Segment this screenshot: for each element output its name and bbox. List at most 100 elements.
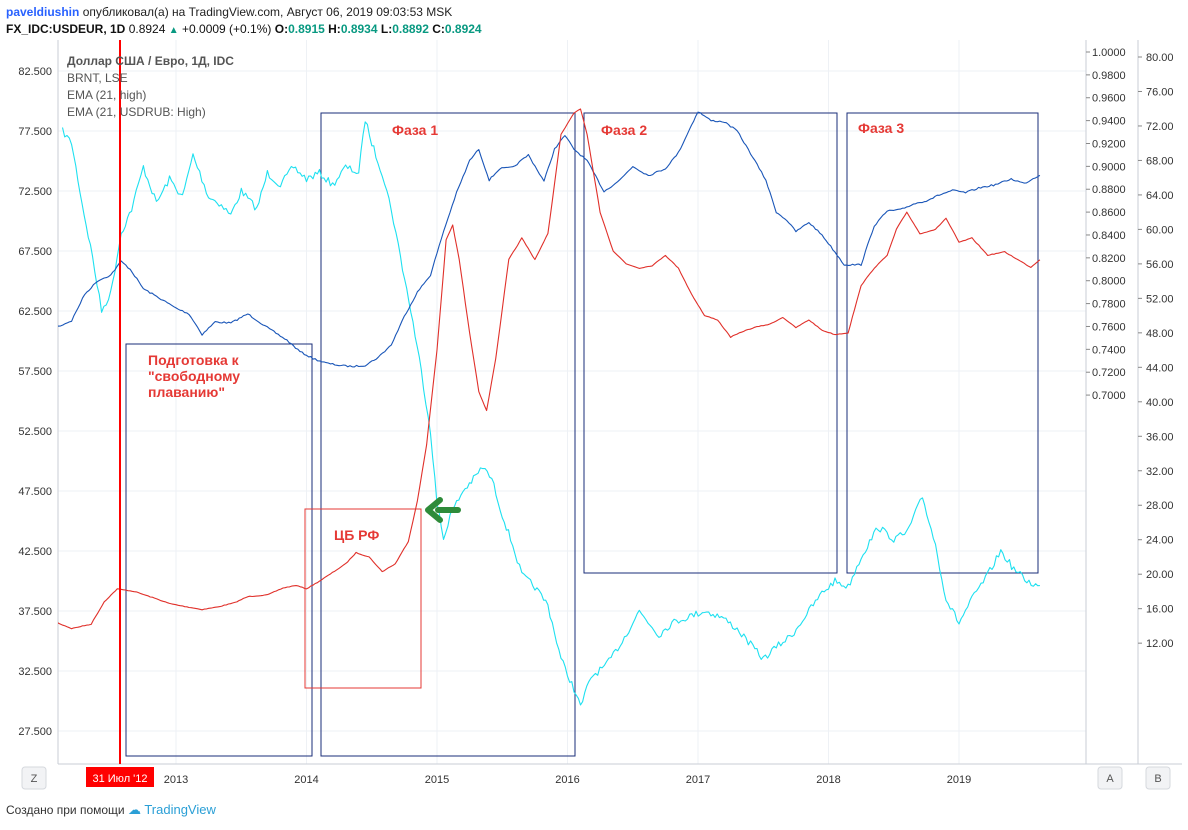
y-left-tick-label: 52.500 (18, 426, 52, 438)
y-right-tick-label: 16.00 (1146, 604, 1174, 616)
y-right-tick-label: 76.00 (1146, 86, 1174, 98)
cbr-box (304, 508, 422, 689)
y-right-tick-label: 24.00 (1146, 535, 1174, 547)
phase2-box (583, 112, 838, 574)
y-mid-tick-label: 0.7400 (1092, 344, 1126, 356)
y-mid-tick-label: 0.8800 (1092, 184, 1126, 196)
zoom-z-button[interactable]: Z (21, 766, 47, 790)
author-link[interactable]: paveldiushin (6, 5, 80, 19)
legend-usdeur-ema: EMA (21, high) (67, 88, 146, 102)
auto-scale-a-button[interactable]: A (1097, 766, 1123, 790)
y-mid-tick-label: 0.7000 (1092, 390, 1126, 402)
auto-scale-a-button-frame[interactable] (1097, 766, 1123, 790)
y-left-tick-label: 82.500 (18, 66, 52, 78)
high-label: H: (328, 22, 341, 36)
scale-b-button-frame[interactable] (1145, 766, 1171, 790)
y-mid-tick-label: 0.8400 (1092, 230, 1126, 242)
last-price: 0.8924 (128, 22, 166, 36)
y-mid-tick-label: 0.9200 (1092, 138, 1126, 150)
y-right-tick-label: 68.00 (1146, 155, 1174, 167)
y-left-tick-label: 72.500 (18, 186, 52, 198)
phase1-box (320, 112, 576, 757)
up-triangle-icon: ▲ (168, 25, 179, 36)
zoom-z-button-label[interactable]: Z (31, 773, 38, 785)
x-tick-label: 2016 (555, 774, 579, 786)
y-left-tick-label: 57.500 (18, 366, 52, 378)
ohlc-bar: FX_IDC:USDEUR, 1D 0.8924 ▲ +0.0009 (+0.1… (6, 22, 482, 36)
y-mid-tick-label: 0.8200 (1092, 253, 1126, 265)
y-mid-tick-label: 1.0000 (1092, 47, 1126, 59)
y-mid-tick-label: 0.9400 (1092, 116, 1126, 128)
x-tick-label: 2018 (816, 774, 840, 786)
created-with-text: Создано при помощи (6, 803, 125, 817)
legend: Доллар США / Евро, 1Д, IDC BRNT, LSE EMA (… (67, 54, 234, 119)
y-right-tick-label: 64.00 (1146, 190, 1174, 202)
y-left-tick-label: 27.500 (18, 726, 52, 738)
phase2-label: Фаза 2 (601, 122, 647, 138)
y-right-tick-label: 56.00 (1146, 259, 1174, 271)
price-change: +0.0009 (+0.1%) (182, 22, 272, 36)
y-mid-tick-label: 0.7200 (1092, 367, 1126, 379)
close-value: 0.8924 (444, 22, 482, 36)
prep-label: "свободному (148, 368, 240, 384)
phase3-label: Фаза 3 (858, 120, 904, 136)
scale-b-button[interactable]: B (1145, 766, 1171, 790)
tradingview-logo-icon: ☁ (127, 802, 141, 817)
usdrub-ema-line (58, 108, 1041, 630)
green-arrow-icon (425, 497, 461, 523)
axes: 82.500 77.500 72.500 67.500 62.500 57.500 52.5… (18, 40, 1182, 765)
phase3-box (846, 112, 1039, 574)
tradingview-link[interactable]: TradingView (144, 802, 216, 817)
symbol-label: FX_IDC:USDEUR, 1D (6, 22, 126, 36)
y-right-tick-label: 72.00 (1146, 121, 1174, 133)
x-tick-label: 2013 (164, 774, 188, 786)
y-right-tick-label: 28.00 (1146, 500, 1174, 512)
annotation-boxes (125, 112, 1039, 757)
y-right-tick-label: 36.00 (1146, 431, 1174, 443)
y-right-tick-label: 48.00 (1146, 328, 1174, 340)
y-left-tick-label: 62.500 (18, 306, 52, 318)
grid (58, 40, 1086, 764)
x-tick-label: 2015 (425, 774, 449, 786)
usdeur-ema-line (58, 111, 1041, 368)
y-right-tick-label: 52.00 (1146, 293, 1174, 305)
y-mid-tick-label: 0.8600 (1092, 207, 1126, 219)
y-mid-tick-label: 0.9000 (1092, 161, 1126, 173)
y-mid-tick-label: 0.8000 (1092, 276, 1126, 288)
high-value: 0.8934 (340, 22, 378, 36)
publish-info: paveldiushin опубликовал(а) на TradingVi… (6, 5, 452, 19)
x-tick-label: 2017 (686, 774, 710, 786)
y-right-tick-label: 32.00 (1146, 466, 1174, 478)
y-left-tick-label: 77.500 (18, 126, 52, 138)
y-right-tick-label: 20.00 (1146, 569, 1174, 581)
scale-b-button-label[interactable]: B (1154, 773, 1161, 785)
y-mid-tick-label: 0.7600 (1092, 321, 1126, 333)
published-text: опубликовал(а) на TradingView.com, Авгус… (82, 5, 453, 19)
y-right-tick-label: 12.00 (1146, 638, 1174, 650)
chart-background (0, 40, 1188, 798)
low-value: 0.8892 (392, 22, 429, 36)
low-label: L: (380, 22, 393, 36)
y-right-tick-label: 44.00 (1146, 362, 1174, 374)
series-lines (58, 108, 1041, 706)
legend-title: Доллар США / Евро, 1Д, IDC (67, 54, 234, 68)
date-marker-label: 31 Июл '12 (92, 773, 147, 785)
time-axis-bar: 2013 2014 2015 2016 2017 2018 2019 31 Июл '12 Z A… (21, 766, 1171, 790)
price-chart[interactable]: 82.500 77.500 72.500 67.500 62.500 57.500 52.5… (0, 40, 1188, 798)
prep-label: Подготовка к (148, 352, 240, 368)
x-tick-label: 2014 (294, 774, 318, 786)
y-mid-tick-label: 0.9600 (1092, 93, 1126, 105)
footer-credit: Создано при помощи ☁ TradingView (6, 802, 216, 818)
date-marker-badge (86, 767, 154, 787)
y-left-tick-label: 67.500 (18, 246, 52, 258)
y-left-tick-label: 37.500 (18, 606, 52, 618)
y-right-tick-label: 80.00 (1146, 52, 1174, 64)
y-right-tick-label: 40.00 (1146, 397, 1174, 409)
brent-series-line (61, 121, 1040, 706)
zoom-z-button-frame[interactable] (21, 766, 47, 790)
cbr-label: ЦБ РФ (334, 527, 379, 543)
legend-brent: BRNT, LSE (67, 71, 128, 85)
auto-scale-a-button-label[interactable]: A (1106, 773, 1114, 785)
prep-label: плаванию" (148, 384, 225, 400)
